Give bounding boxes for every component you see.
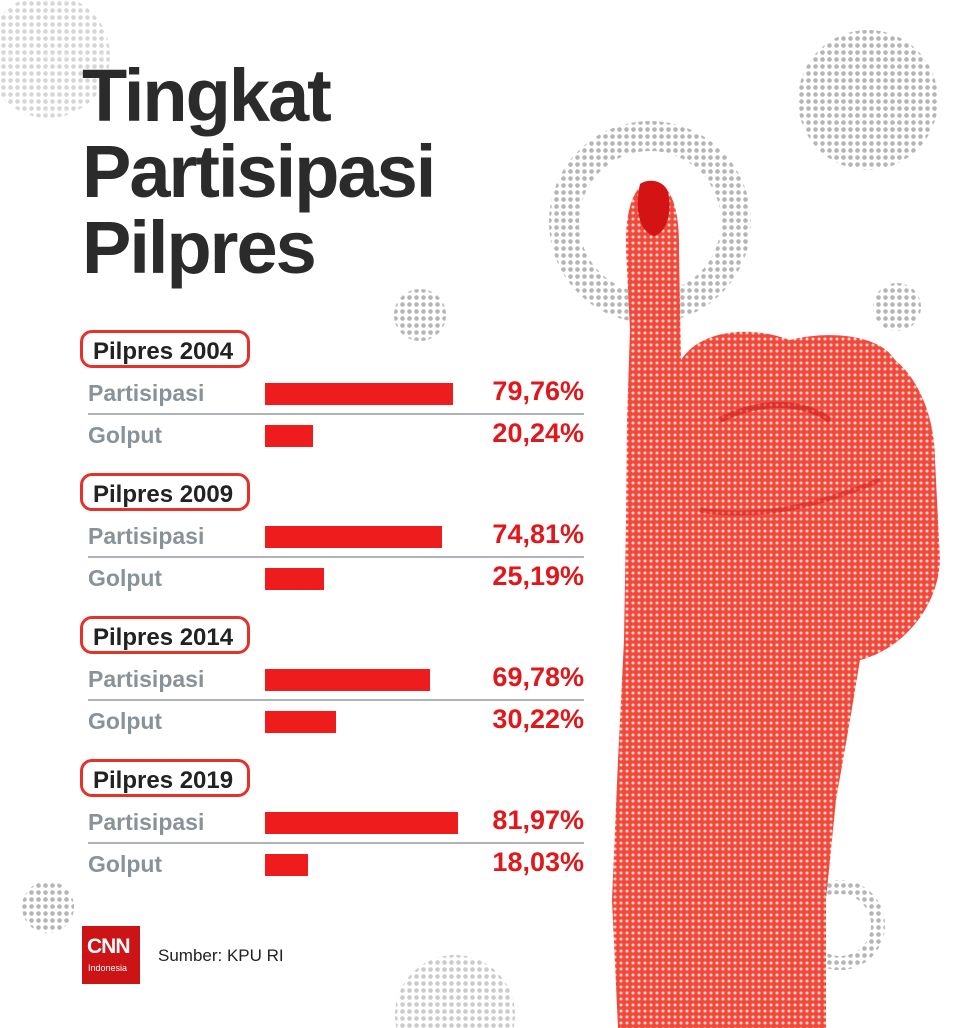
- bar-value-label: 25,19%: [492, 561, 584, 591]
- title-line: Partisipasi: [82, 130, 436, 213]
- logo-subtitle: Indonesia: [88, 963, 128, 973]
- bar: [265, 854, 308, 876]
- bar: [265, 812, 459, 834]
- bar-row: Partisipasi 79,76%: [88, 374, 584, 414]
- page-title: Tingkat Partisipasi Pilpres: [82, 54, 436, 289]
- group-label: Pilpres 2009: [80, 473, 251, 511]
- bar-value-label: 30,22%: [492, 704, 584, 734]
- halftone-dot-decoration: [873, 283, 921, 331]
- group-label: Pilpres 2019: [80, 759, 251, 797]
- bar-category-label: Partisipasi: [88, 809, 205, 835]
- bar-category-label: Partisipasi: [88, 666, 205, 692]
- logo-wordmark: CNN: [87, 935, 130, 958]
- bar-row: Golput 30,22%: [88, 702, 584, 742]
- chart-group-2009: Pilpres 2009 Partisipasi 74,81% Golput 2…: [80, 473, 590, 605]
- bar: [265, 526, 442, 548]
- bar-category-label: Golput: [88, 565, 163, 591]
- bar-category-label: Partisipasi: [88, 523, 205, 549]
- bar-value-label: 74,81%: [492, 519, 584, 549]
- bar-value-label: 79,76%: [492, 376, 584, 406]
- raised-finger-hand-illustration: [612, 180, 940, 1028]
- bar-row: Partisipasi 69,78%: [88, 660, 584, 700]
- halftone-dot-decoration: [22, 881, 74, 933]
- bar: [265, 383, 454, 405]
- halftone-dot-decoration: [0, 0, 110, 118]
- bar-value-label: 18,03%: [492, 847, 584, 877]
- bar: [265, 568, 325, 590]
- row-divider: [88, 556, 584, 558]
- bar-category-label: Golput: [88, 851, 163, 877]
- bar-category-label: Golput: [88, 708, 163, 734]
- title-line: Pilpres: [82, 206, 317, 289]
- chart-group-2019: Pilpres 2019 Partisipasi 81,97% Golput 1…: [80, 759, 590, 891]
- cnn-indonesia-logo: CNN Indonesia: [82, 926, 140, 984]
- bar-value-label: 20,24%: [492, 418, 584, 448]
- group-label: Pilpres 2014: [80, 616, 251, 654]
- row-divider: [88, 842, 584, 844]
- title-line: Tingkat: [82, 54, 332, 137]
- bar-row: Partisipasi 81,97%: [88, 803, 584, 843]
- group-label: Pilpres 2004: [80, 330, 251, 368]
- bar-category-label: Partisipasi: [88, 380, 205, 406]
- halftone-dot-decoration: [395, 955, 515, 1028]
- chart-group-2004: Pilpres 2004 Partisipasi 79,76% Golput 2…: [80, 330, 590, 462]
- bar: [265, 711, 337, 733]
- chart-group-2014: Pilpres 2014 Partisipasi 69,78% Golput 3…: [80, 616, 590, 748]
- bar: [265, 669, 430, 691]
- bar-row: Partisipasi 74,81%: [88, 517, 584, 557]
- halftone-dot-decoration: [394, 289, 446, 341]
- bar-row: Golput 18,03%: [88, 845, 584, 885]
- row-divider: [88, 413, 584, 415]
- halftone-dot-decoration: [798, 30, 938, 170]
- bar-value-label: 69,78%: [492, 662, 584, 692]
- row-divider: [88, 699, 584, 701]
- source-text: Sumber: KPU RI: [158, 946, 284, 965]
- bar-row: Golput 20,24%: [88, 416, 584, 456]
- bar: [265, 425, 313, 447]
- bar-value-label: 81,97%: [492, 805, 584, 835]
- bar-row: Golput 25,19%: [88, 559, 584, 599]
- bar-category-label: Golput: [88, 422, 163, 448]
